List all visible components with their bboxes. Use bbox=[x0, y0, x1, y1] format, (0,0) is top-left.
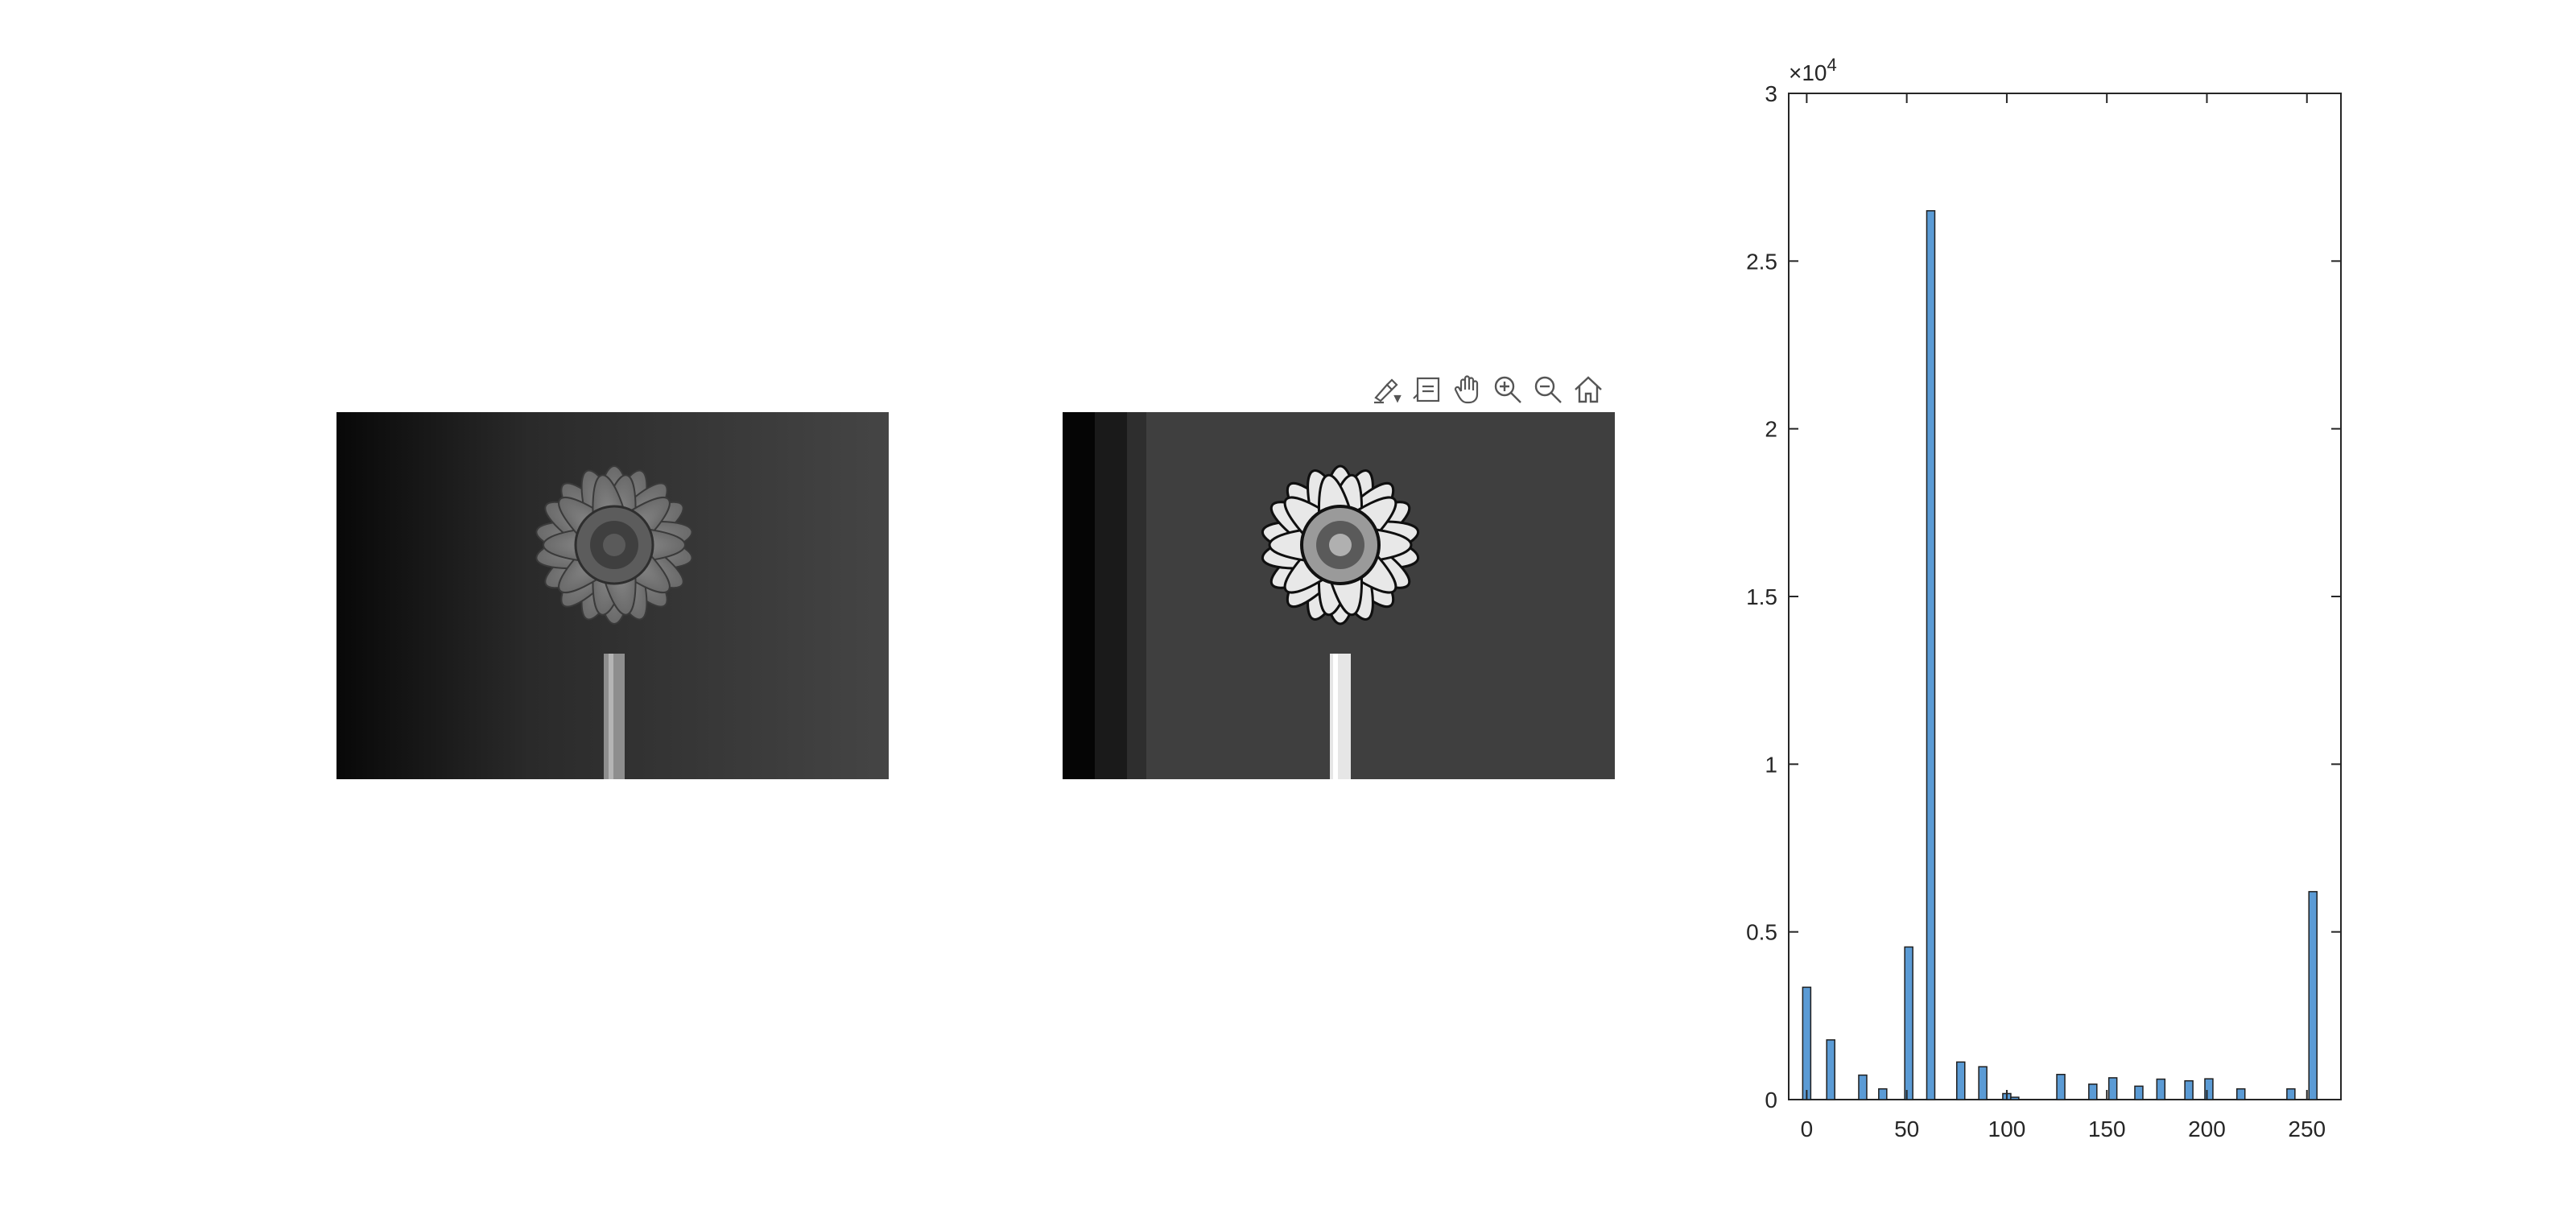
zoom-out-icon bbox=[1534, 376, 1562, 403]
histogram-bar bbox=[1878, 1088, 1888, 1100]
brush-button[interactable] bbox=[1368, 371, 1406, 408]
pan-button[interactable] bbox=[1449, 371, 1486, 408]
exponent-label: ×104 bbox=[1789, 55, 1837, 85]
histogram-bar bbox=[2088, 1083, 2098, 1100]
exponent-base: ×10 bbox=[1789, 60, 1827, 85]
zoom-in-icon bbox=[1494, 376, 1521, 403]
x-tick-label: 100 bbox=[1988, 1116, 2026, 1141]
y-tick-label: 2 bbox=[1765, 417, 1777, 442]
y-tick-label: 1 bbox=[1765, 752, 1777, 777]
histogram-bar bbox=[2184, 1079, 2194, 1100]
x-tick-label: 50 bbox=[1894, 1116, 1919, 1141]
data-tip-icon bbox=[1413, 377, 1440, 402]
x-tick-label: 250 bbox=[2288, 1116, 2326, 1141]
exponent-power: 4 bbox=[1827, 55, 1837, 75]
x-tick-label: 150 bbox=[2088, 1116, 2126, 1141]
histogram-bar bbox=[1956, 1061, 1966, 1100]
histogram-bar bbox=[2204, 1078, 2214, 1100]
ticks-group: 0 50 100 150 200 250 0 0.5 1 1.5 2 2.5 3 bbox=[1746, 81, 2341, 1141]
histogram-bar bbox=[2156, 1078, 2166, 1100]
y-tick-label: 2.5 bbox=[1746, 249, 1777, 274]
y-tick-label: 1.5 bbox=[1746, 584, 1777, 609]
home-icon bbox=[1575, 376, 1602, 403]
histogram-bar bbox=[2010, 1096, 2020, 1100]
original-grayscale-image bbox=[336, 412, 889, 779]
plot-area bbox=[1788, 93, 2342, 1100]
histogram-bar bbox=[1826, 1039, 1835, 1100]
y-tick-label: 3 bbox=[1765, 81, 1777, 106]
histogram-bar bbox=[1926, 210, 1936, 1100]
histogram-bar bbox=[1904, 946, 1913, 1100]
zoom-out-button[interactable] bbox=[1530, 371, 1567, 408]
histogram-bar bbox=[2107, 1077, 2118, 1100]
axes-toolbar bbox=[1368, 369, 1607, 411]
histogram-bar bbox=[1978, 1066, 1988, 1100]
data-tip-button[interactable] bbox=[1409, 371, 1446, 408]
bars-group bbox=[1802, 210, 2318, 1100]
histogram-bar bbox=[1858, 1074, 1868, 1100]
histogram-bar bbox=[1802, 986, 1812, 1100]
x-tick-label: 0 bbox=[1801, 1116, 1814, 1141]
histogram-bar bbox=[2134, 1085, 2144, 1100]
x-tick-label: 200 bbox=[2188, 1116, 2226, 1141]
y-tick-label: 0.5 bbox=[1746, 920, 1777, 945]
histogram-bar bbox=[2308, 890, 2318, 1100]
home-button[interactable] bbox=[1570, 371, 1607, 408]
histogram-bar bbox=[2056, 1074, 2066, 1100]
pan-hand-icon bbox=[1454, 375, 1479, 404]
brush-icon bbox=[1374, 378, 1402, 404]
y-tick-label: 0 bbox=[1765, 1088, 1777, 1112]
zoom-in-button[interactable] bbox=[1489, 371, 1526, 408]
histogram-bar bbox=[2235, 1088, 2246, 1100]
processed-image bbox=[1063, 412, 1615, 779]
histogram-bar bbox=[2286, 1088, 2296, 1100]
